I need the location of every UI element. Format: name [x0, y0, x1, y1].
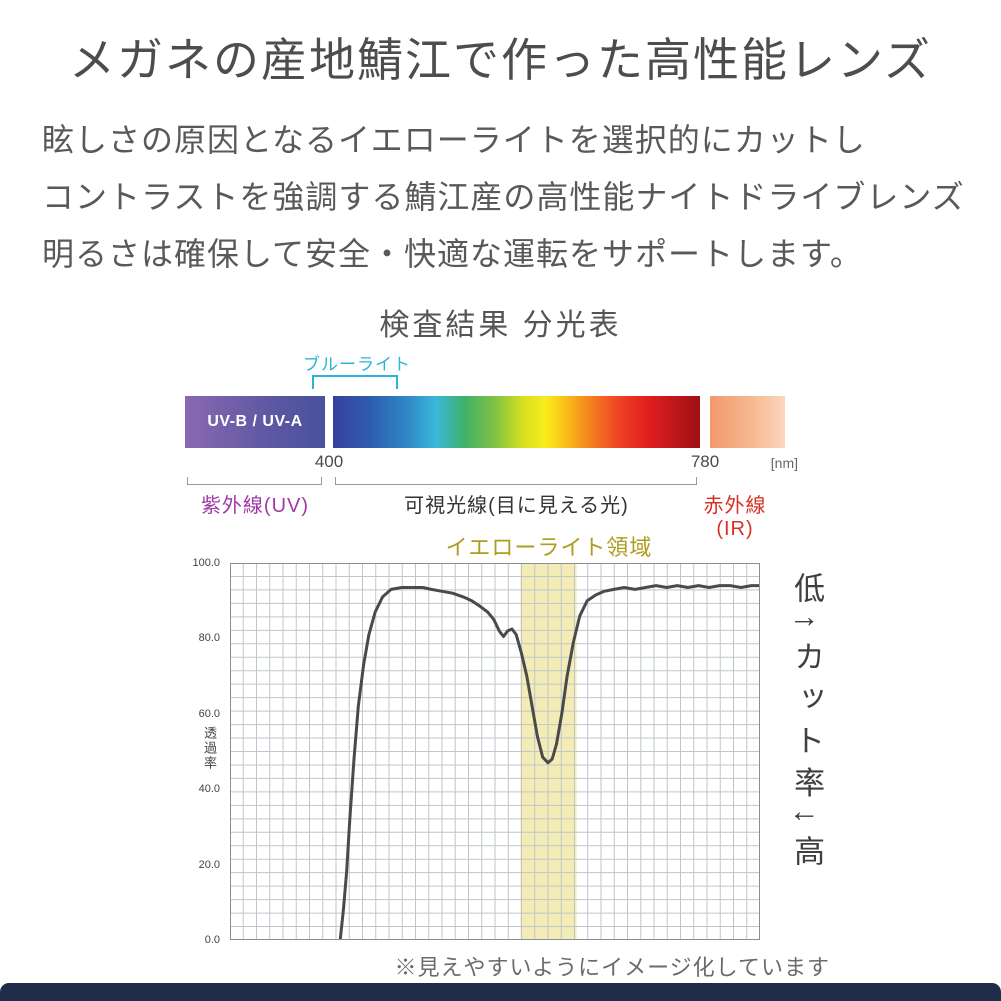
- spectrum-diagram: ブルーライト UV-B / UV-A 400 780 [nm] 紫外線(UV) …: [185, 350, 798, 540]
- y-tick: 100.0: [192, 557, 220, 569]
- nm-unit-label: [nm]: [770, 455, 798, 471]
- y-tick: 80.0: [198, 632, 220, 645]
- y-axis-title: 透過率: [202, 726, 217, 771]
- yellow-band-label: イエローライト領域: [445, 535, 653, 560]
- spectrum-bar: UV-B / UV-A: [185, 396, 785, 448]
- transmission-curve: [338, 584, 760, 940]
- bluelight-label: ブルーライト: [303, 355, 411, 374]
- uv-range-label: 紫外線(UV): [200, 495, 310, 517]
- disclaimer-note: ※見えやすいようにイメージ化しています: [394, 955, 830, 980]
- y-axis-ticks: 100.0 80.0 60.0 40.0 20.0 0.0: [186, 557, 224, 946]
- visible-range-bracket: [335, 477, 697, 485]
- transmission-chart: [230, 563, 760, 940]
- grid: [230, 563, 760, 940]
- bluelight-bracket: [312, 375, 398, 389]
- description-line-1: 眩しさの原因となるイエローライトを選択的にカットし: [42, 122, 866, 158]
- cutrate-axis-label: 低↑カット率↓高: [789, 572, 825, 877]
- chart-section-title: 検査結果 分光表: [379, 309, 622, 342]
- visible-spectrum-band: [333, 396, 700, 448]
- y-tick: 40.0: [198, 783, 220, 796]
- description-line-2: コントラストを強調する鯖江産の高性能ナイトドライブレンズ: [42, 179, 965, 215]
- y-tick: 60.0: [198, 707, 220, 720]
- tick-780: 780: [690, 452, 720, 471]
- gap-400nm: [325, 396, 333, 448]
- description: 眩しさの原因となるイエローライトを選択的にカットし コントラストを強調する鯖江産…: [42, 112, 965, 283]
- uv-band-label: UV-B / UV-A: [207, 413, 303, 430]
- footer-bar: [0, 983, 1001, 1001]
- description-line-3: 明るさは確保して安全・快適な運転をサポートします。: [42, 236, 863, 272]
- ir-band: [710, 396, 785, 448]
- gap-780nm: [700, 396, 710, 448]
- y-tick: 20.0: [198, 858, 220, 871]
- plot-border: [230, 563, 760, 940]
- page-title: メガネの産地鯖江で作った高性能レンズ: [68, 34, 933, 86]
- uv-band: UV-B / UV-A: [185, 396, 325, 448]
- uv-range-bracket: [187, 477, 322, 485]
- ir-range-label: 赤外線(IR): [703, 495, 767, 540]
- y-tick: 0.0: [204, 934, 220, 946]
- visible-range-label: 可視光線(目に見える光): [404, 495, 629, 517]
- tick-400: 400: [314, 452, 344, 471]
